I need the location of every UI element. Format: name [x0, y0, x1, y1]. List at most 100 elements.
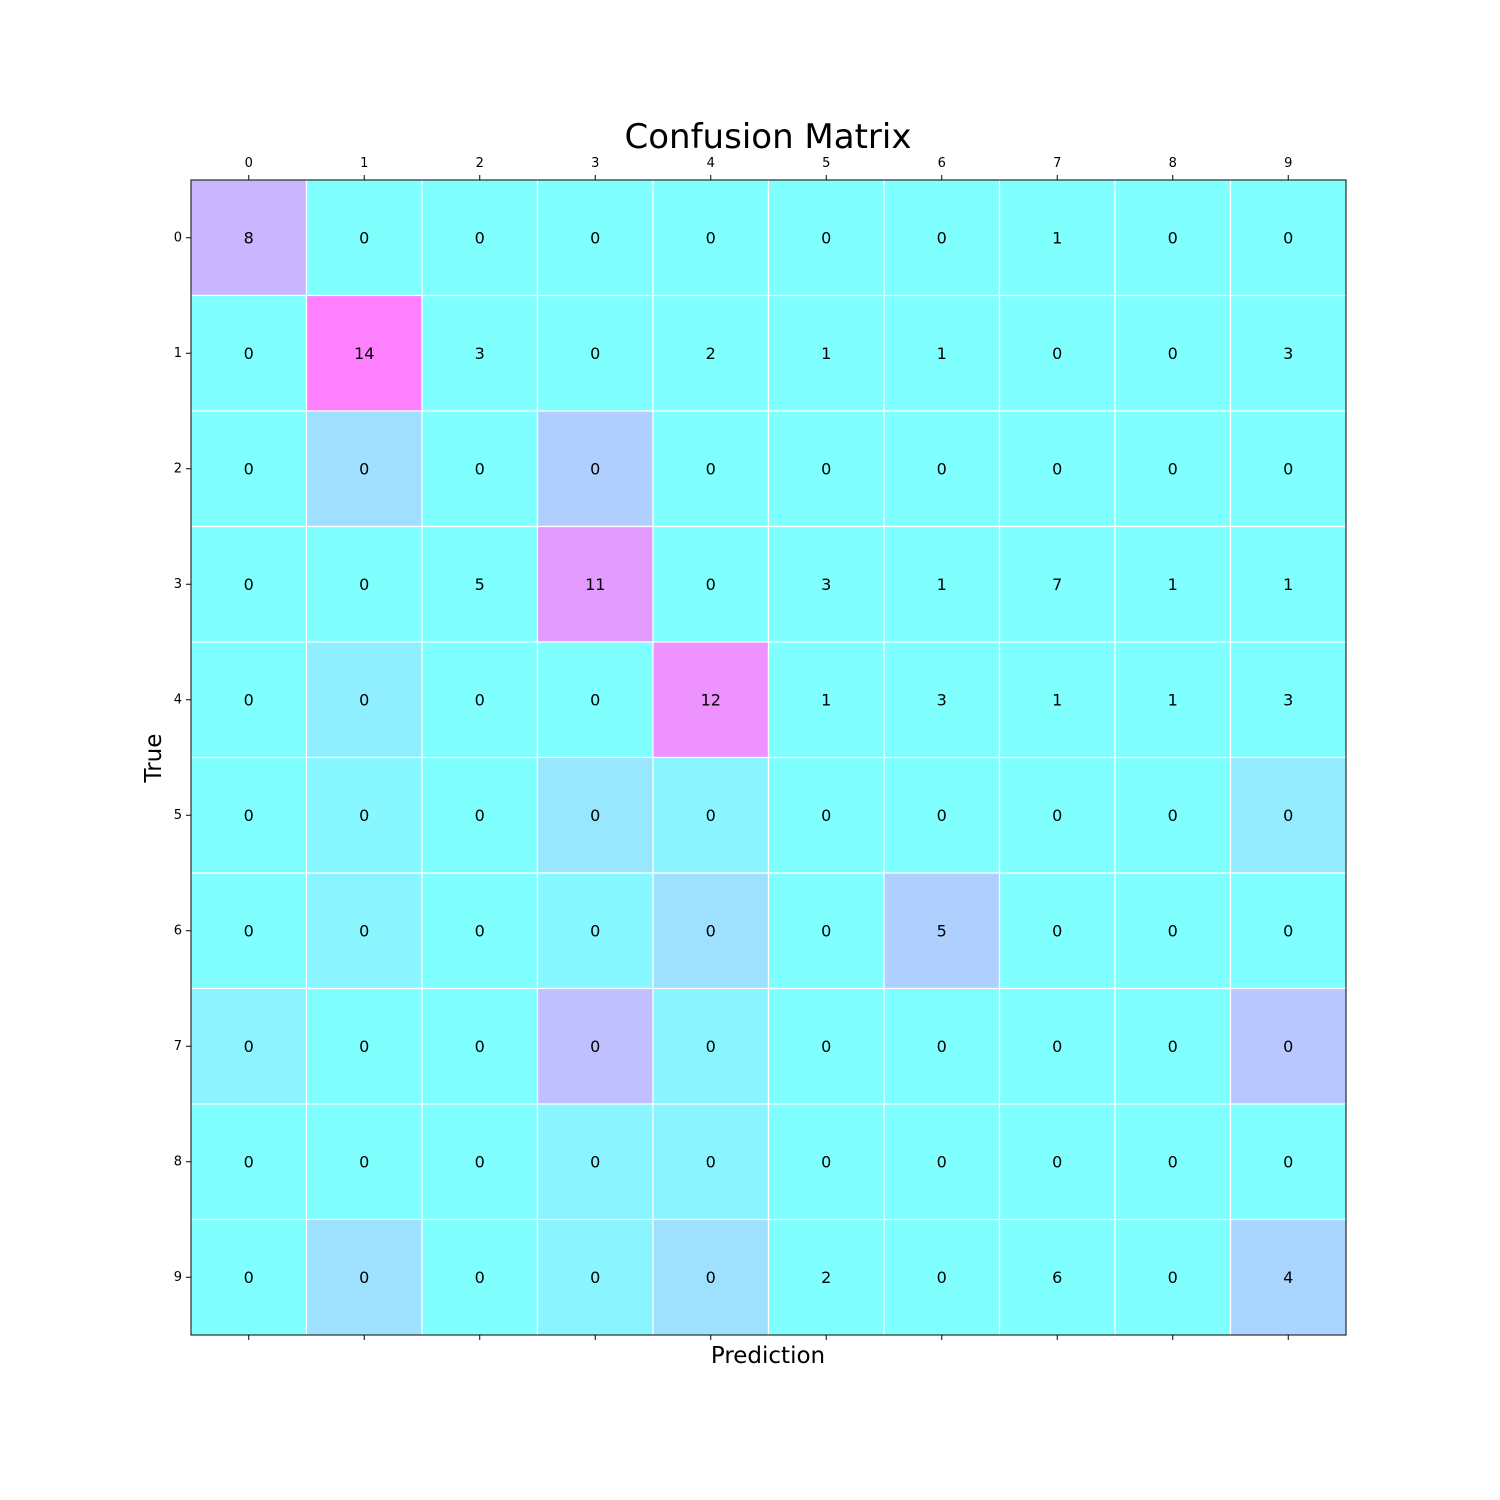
- chart-title: Confusion Matrix: [625, 117, 912, 157]
- heatmap-cell-r7-c1: [305, 987, 423, 1105]
- y-tick-label-4: 4: [174, 692, 182, 707]
- cell-value-r4-c4: 12: [701, 690, 721, 709]
- heatmap-cell-r4-c9: [1229, 641, 1347, 759]
- heatmap-cell-r8-c6: [883, 1103, 1001, 1221]
- cell-value-r2-c8: 0: [1168, 459, 1178, 478]
- heatmap-cell-r0-c2: [421, 179, 539, 297]
- cell-value-r9-c6: 0: [937, 1268, 947, 1287]
- heatmap-cell-r3-c5: [767, 525, 885, 643]
- cell-value-r3-c9: 1: [1283, 575, 1293, 594]
- heatmap-cell-r0-c3: [536, 179, 654, 297]
- heatmap-cell-r5-c5: [767, 756, 885, 874]
- cell-value-r7-c7: 0: [1052, 1037, 1062, 1056]
- cell-value-r2-c5: 0: [821, 459, 831, 478]
- y-tick-label-6: 6: [174, 923, 182, 938]
- y-tick-label-7: 7: [174, 1039, 182, 1054]
- x-tick-label-7: 7: [1053, 156, 1061, 171]
- heatmap-cell-r5-c8: [1114, 756, 1232, 874]
- heatmap-cell-r1-c3: [536, 294, 654, 412]
- heatmap-cell-r1-c9: [1229, 294, 1347, 412]
- cell-value-r1-c2: 3: [475, 344, 485, 363]
- heatmap-cell-r2-c0: [190, 410, 308, 528]
- x-tick-label-5: 5: [822, 156, 830, 171]
- heatmap-cell-r2-c2: [421, 410, 539, 528]
- heatmap-cell-r5-c2: [421, 756, 539, 874]
- y-axis-label: True: [141, 734, 167, 784]
- cell-value-r0-c7: 1: [1052, 228, 1062, 247]
- x-tick-label-6: 6: [938, 156, 946, 171]
- cell-value-r8-c9: 0: [1283, 1152, 1293, 1171]
- cell-value-r5-c8: 0: [1168, 806, 1178, 825]
- heatmap-cell-r4-c1: [305, 641, 423, 759]
- heatmap-cell-r4-c2: [421, 641, 539, 759]
- cell-value-r7-c3: 0: [590, 1037, 600, 1056]
- cell-value-r2-c0: 0: [244, 459, 254, 478]
- heatmap-cell-r8-c5: [767, 1103, 885, 1221]
- heatmap-cell-r1-c5: [767, 294, 885, 412]
- cell-value-r3-c0: 0: [244, 575, 254, 594]
- cell-value-r6-c8: 0: [1168, 921, 1178, 940]
- cell-value-r0-c4: 0: [706, 228, 716, 247]
- cell-value-r8-c3: 0: [590, 1152, 600, 1171]
- cell-value-r3-c2: 5: [475, 575, 485, 594]
- heatmap-cell-r9-c2: [421, 1218, 539, 1336]
- heatmap-cell-r0-c0: [190, 179, 308, 297]
- heatmap-cell-r1-c7: [998, 294, 1116, 412]
- cell-value-r7-c5: 0: [821, 1037, 831, 1056]
- cell-value-r8-c4: 0: [706, 1152, 716, 1171]
- heatmap-cell-r5-c9: [1229, 756, 1347, 874]
- cell-value-r9-c5: 2: [821, 1268, 831, 1287]
- heatmap-cell-r9-c9: [1229, 1218, 1347, 1336]
- cell-value-r7-c8: 0: [1168, 1037, 1178, 1056]
- heatmap-cell-r6-c6: [883, 872, 1001, 990]
- x-tick-label-8: 8: [1169, 156, 1177, 171]
- x-tick-label-0: 0: [245, 156, 253, 171]
- y-tick-label-9: 9: [174, 1270, 182, 1285]
- cell-value-r4-c5: 1: [821, 690, 831, 709]
- cell-value-r1-c0: 0: [244, 344, 254, 363]
- x-tick-label-1: 1: [360, 156, 368, 171]
- heatmap-cell-r3-c0: [190, 525, 308, 643]
- cell-value-r4-c7: 1: [1052, 690, 1062, 709]
- heatmap-cell-r5-c3: [536, 756, 654, 874]
- heatmap-cell-r3-c3: [536, 525, 654, 643]
- cell-value-r2-c4: 0: [706, 459, 716, 478]
- heatmap-cell-r1-c4: [652, 294, 770, 412]
- y-tick-label-1: 1: [174, 346, 182, 361]
- heatmap-cell-r7-c5: [767, 987, 885, 1105]
- cell-value-r9-c8: 0: [1168, 1268, 1178, 1287]
- cell-value-r0-c5: 0: [821, 228, 831, 247]
- cell-value-r0-c0: 8: [244, 228, 254, 247]
- cell-value-r4-c9: 3: [1283, 690, 1293, 709]
- cell-value-r4-c6: 3: [937, 690, 947, 709]
- cell-value-r6-c1: 0: [359, 921, 369, 940]
- cell-value-r8-c8: 0: [1168, 1152, 1178, 1171]
- y-tick-label-2: 2: [174, 461, 182, 476]
- heatmap-cell-r4-c4: [652, 641, 770, 759]
- heatmap-cell-r7-c4: [652, 987, 770, 1105]
- cell-value-r5-c7: 0: [1052, 806, 1062, 825]
- heatmap-cell-r2-c9: [1229, 410, 1347, 528]
- heatmap-cell-r9-c8: [1114, 1218, 1232, 1336]
- heatmap-cell-r0-c9: [1229, 179, 1347, 297]
- cell-value-r9-c9: 4: [1283, 1268, 1293, 1287]
- x-tick-label-3: 3: [591, 156, 599, 171]
- heatmap-cell-r7-c6: [883, 987, 1001, 1105]
- cell-value-r4-c1: 0: [359, 690, 369, 709]
- cell-value-r1-c9: 3: [1283, 344, 1293, 363]
- cell-value-r5-c4: 0: [706, 806, 716, 825]
- cell-value-r6-c9: 0: [1283, 921, 1293, 940]
- cell-value-r0-c2: 0: [475, 228, 485, 247]
- cell-value-r0-c6: 0: [937, 228, 947, 247]
- cell-value-r2-c9: 0: [1283, 459, 1293, 478]
- heatmap-cell-r0-c8: [1114, 179, 1232, 297]
- cell-value-r2-c2: 0: [475, 459, 485, 478]
- heatmap-cell-r4-c0: [190, 641, 308, 759]
- cell-value-r7-c1: 0: [359, 1037, 369, 1056]
- heatmap-cell-r3-c7: [998, 525, 1116, 643]
- cell-value-r5-c0: 0: [244, 806, 254, 825]
- heatmap-cell-r6-c9: [1229, 872, 1347, 990]
- cell-value-r0-c3: 0: [590, 228, 600, 247]
- x-tick-label-9: 9: [1284, 156, 1292, 171]
